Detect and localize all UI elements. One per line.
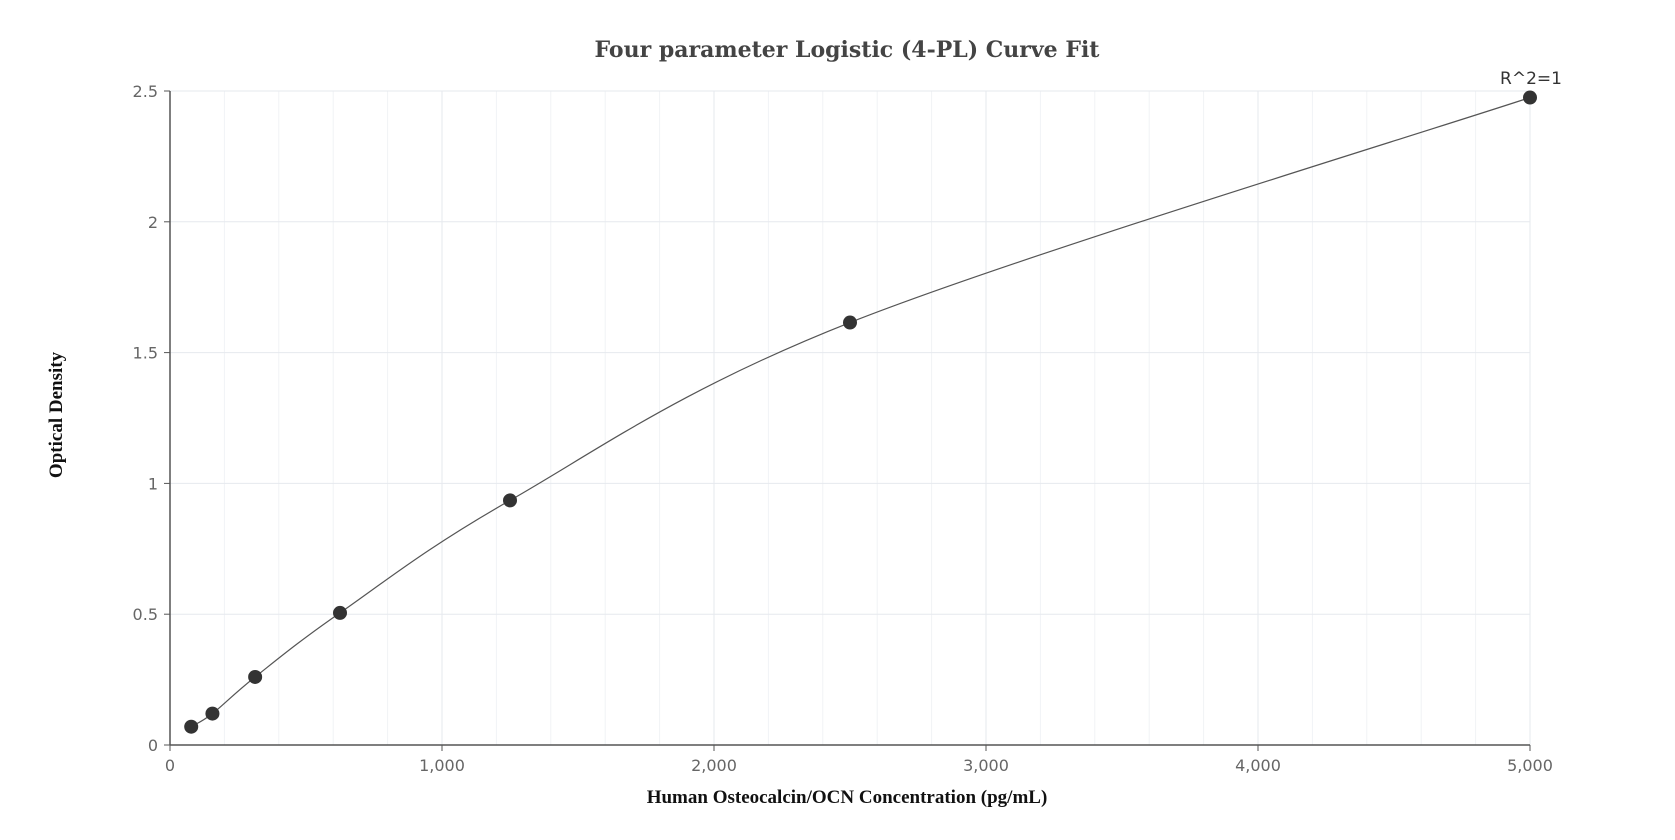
grid-lines [170, 90, 1531, 745]
x-tick-label: 2,000 [691, 756, 737, 775]
y-tick-label: 0 [148, 736, 158, 755]
data-point[interactable] [503, 493, 517, 508]
x-tick-label: 0 [165, 756, 175, 775]
data-point[interactable] [843, 315, 857, 330]
data-point[interactable] [333, 605, 347, 620]
fit-curve-layer [190, 96, 1531, 728]
y-axis-label: Optical Density [46, 351, 67, 478]
data-point[interactable] [205, 706, 220, 721]
axes [164, 90, 1531, 751]
data-point[interactable] [1523, 90, 1537, 105]
data-point[interactable] [184, 719, 199, 734]
r-squared-annotation: R^2=1 [1500, 69, 1562, 89]
data-point[interactable] [248, 669, 263, 684]
y-tick-label: 2 [148, 213, 158, 232]
data-points [184, 90, 1537, 734]
x-tick-label: 4,000 [1235, 756, 1281, 775]
y-tick-label: 2.5 [133, 82, 158, 101]
x-tick-label: 5,000 [1507, 756, 1553, 775]
chart-title: Four parameter Logistic (4-PL) Curve Fit [595, 37, 1101, 63]
fit-curve-line [190, 96, 1531, 728]
x-axis-label: Human Osteocalcin/OCN Concentration (pg/… [647, 787, 1048, 808]
y-tick-label: 1 [148, 474, 158, 493]
y-tick-label: 0.5 [133, 605, 158, 624]
tick-labels: 0 1,000 2,000 3,000 4,000 5,000 0 0.5 1 1.5 2 2.5 [133, 82, 1553, 775]
x-tick-label: 3,000 [963, 756, 1009, 775]
y-tick-label: 1.5 [133, 344, 158, 363]
x-tick-label: 1,000 [419, 756, 465, 775]
